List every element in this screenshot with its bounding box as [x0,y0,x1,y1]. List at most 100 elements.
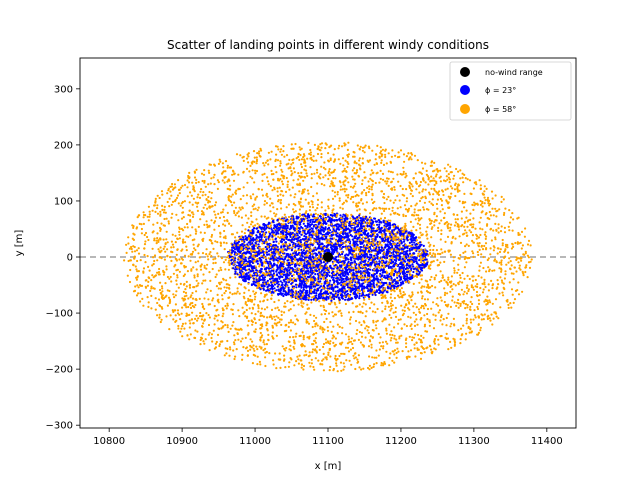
scatter-point [197,243,200,246]
scatter-point [353,155,356,158]
scatter-point [441,276,444,279]
scatter-point [277,242,280,245]
scatter-point [457,306,460,309]
scatter-point [217,287,220,290]
scatter-point [351,238,354,241]
scatter-point [316,198,320,201]
scatter-point [202,273,205,276]
scatter-point [425,169,428,172]
scatter-point [494,222,497,225]
scatter-point [417,308,421,311]
scatter-point [310,185,313,189]
scatter-point [213,323,216,326]
scatter-point [322,306,325,309]
scatter-point [331,337,334,340]
scatter-point [246,221,249,224]
scatter-point [380,294,383,297]
scatter-point [244,347,248,350]
scatter-point [247,319,250,323]
scatter-point [125,251,128,254]
scatter-point [464,220,467,223]
scatter-point [472,208,475,211]
scatter-point [167,220,170,223]
scatter-point [229,291,232,294]
scatter-point [420,217,423,220]
scatter-point [280,148,283,151]
scatter-point [320,165,323,168]
scatter-point [228,296,231,299]
scatter-point [277,316,280,319]
scatter-point [295,360,298,363]
scatter-point [324,356,327,359]
scatter-point [466,220,469,223]
scatter-point [215,285,218,288]
scatter-point [256,355,259,358]
scatter-point [393,361,396,364]
scatter-point [307,141,310,144]
scatter-point [159,238,162,241]
scatter-point [242,245,245,248]
scatter-point [189,214,192,217]
scatter-point [297,358,300,361]
scatter-point [471,226,474,229]
scatter-point [314,325,317,328]
scatter-point [454,218,457,221]
scatter-point [487,314,490,317]
scatter-point [253,181,256,184]
scatter-point [396,347,399,350]
scatter-point [236,332,239,335]
scatter-point [207,183,210,186]
scatter-point [238,328,241,331]
scatter-point [202,213,205,216]
scatter-point [360,335,364,338]
scatter-point [199,338,202,342]
scatter-point [375,153,378,156]
scatter-point [483,233,486,236]
scatter-point [203,181,206,184]
scatter-point [259,323,262,326]
scatter-point [418,241,422,244]
scatter-point [479,184,482,187]
scatter-point [265,324,268,327]
scatter-point [320,146,323,149]
scatter-point [489,228,492,231]
scatter-point [259,363,262,366]
scatter-point [272,359,275,362]
scatter-point [204,338,207,341]
scatter-point [255,234,258,237]
scatter-point [190,268,193,271]
scatter-point [446,305,449,308]
scatter-point [489,202,492,206]
scatter-point [234,192,238,195]
scatter-point [210,205,213,208]
scatter-point [389,160,392,163]
scatter-point [454,183,457,187]
scatter-point [232,179,236,182]
scatter-point [444,240,447,243]
scatter-point [261,179,264,182]
scatter-point [437,304,440,307]
scatter-point [157,271,161,274]
scatter-point [341,267,344,270]
scatter-point [391,171,394,174]
scatter-point [439,270,442,273]
scatter-point [266,195,269,198]
scatter-point [291,300,294,303]
scatter-point [389,213,392,216]
scatter-point [175,258,178,261]
scatter-point [371,149,374,152]
scatter-point [224,268,227,271]
scatter-point [248,307,251,310]
scatter-point [486,309,489,312]
scatter-point [399,318,402,321]
scatter-point [188,201,191,204]
scatter-point [408,244,411,247]
scatter-point [375,207,378,210]
scatter-point [383,207,386,210]
scatter-point [481,314,484,317]
scatter-point [230,233,233,236]
scatter-point [233,334,236,337]
scatter-point [520,230,524,233]
scatter-point [373,303,376,306]
scatter-point [191,301,194,305]
